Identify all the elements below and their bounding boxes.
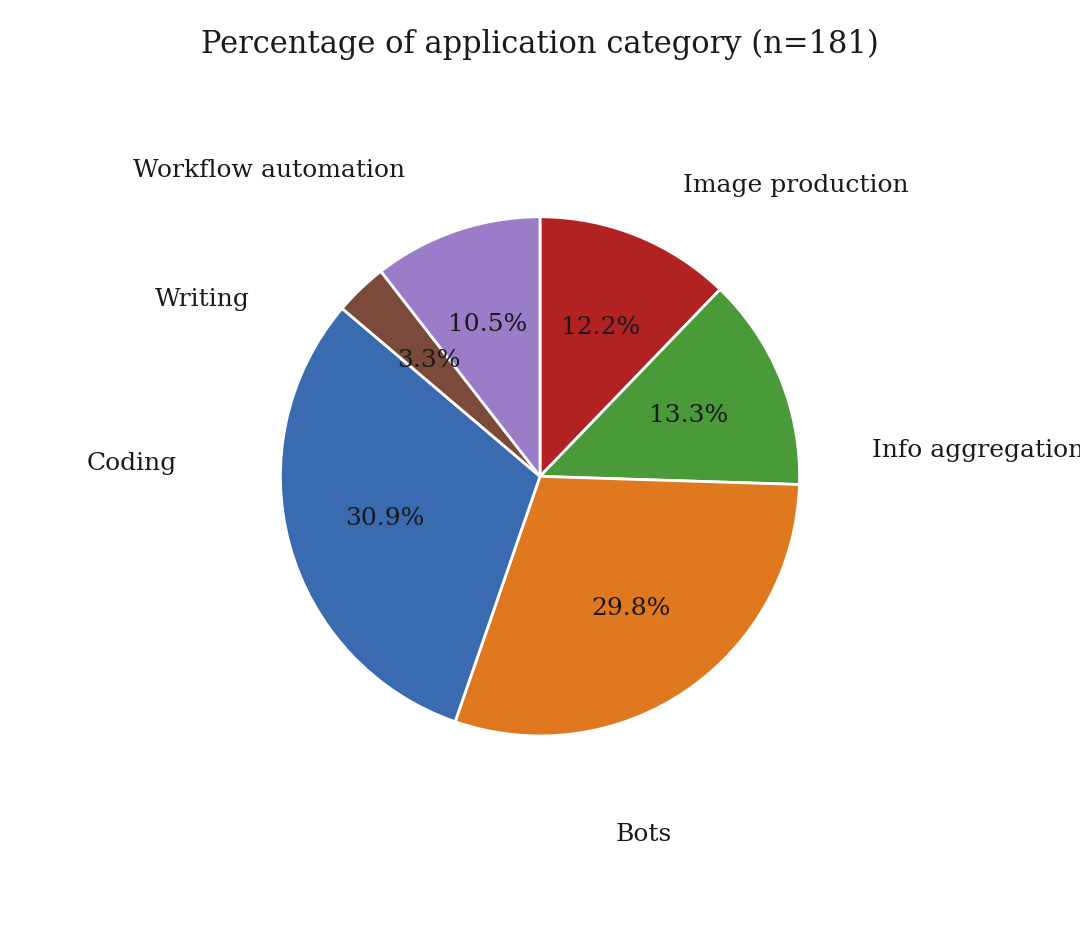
Text: Coding: Coding	[86, 452, 176, 475]
Wedge shape	[540, 216, 720, 476]
Text: 10.5%: 10.5%	[448, 313, 527, 336]
Text: 3.3%: 3.3%	[397, 349, 460, 372]
Text: 13.3%: 13.3%	[649, 404, 729, 427]
Title: Percentage of application category (n=181): Percentage of application category (n=18…	[201, 29, 879, 60]
Text: Image production: Image production	[683, 174, 908, 197]
Text: Writing: Writing	[154, 289, 249, 312]
Text: Info aggregation: Info aggregation	[873, 439, 1080, 462]
Text: 12.2%: 12.2%	[561, 315, 639, 339]
Text: Bots: Bots	[616, 823, 672, 846]
Wedge shape	[381, 216, 540, 476]
Wedge shape	[281, 308, 540, 722]
Text: 29.8%: 29.8%	[592, 598, 671, 621]
Wedge shape	[342, 271, 540, 476]
Wedge shape	[540, 290, 799, 485]
Text: 30.9%: 30.9%	[346, 507, 424, 530]
Wedge shape	[455, 476, 799, 736]
Text: Workflow automation: Workflow automation	[133, 158, 405, 181]
